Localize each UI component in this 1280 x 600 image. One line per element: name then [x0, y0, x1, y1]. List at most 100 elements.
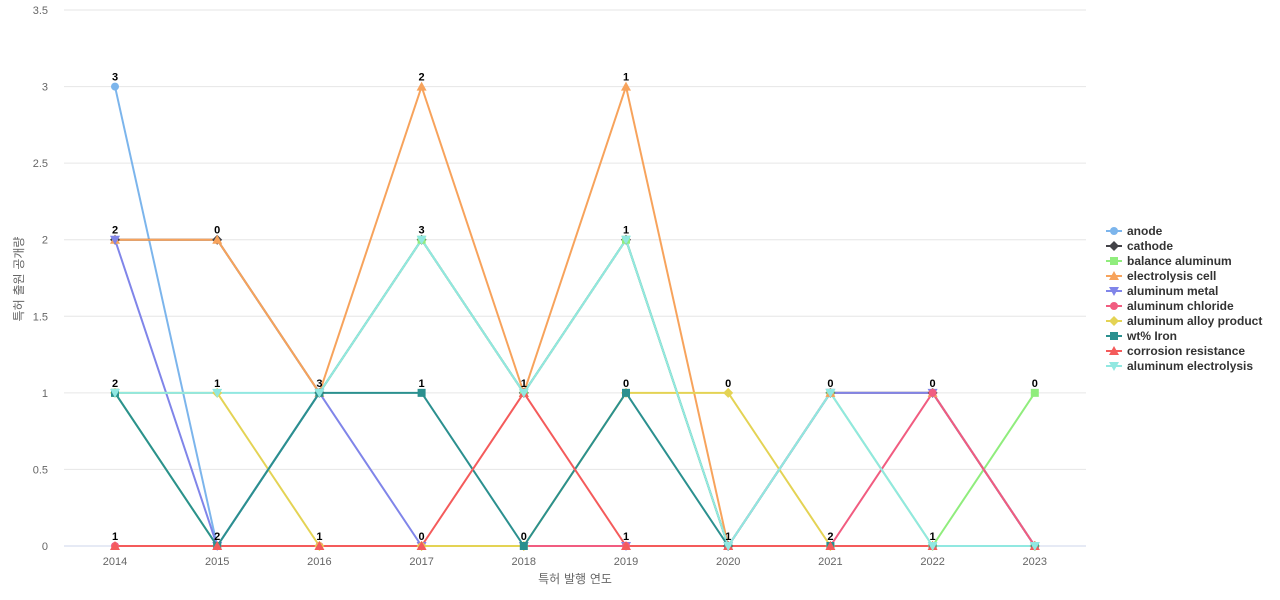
x-tick-label: 2016: [307, 556, 331, 568]
data-point[interactable]: [1030, 388, 1039, 397]
legend-item[interactable]: electrolysis cell: [1106, 269, 1216, 283]
y-tick-label: 1: [42, 388, 48, 400]
legend-item[interactable]: anode: [1106, 224, 1163, 238]
x-tick-label: 2023: [1023, 556, 1047, 568]
y-tick-label: 2.5: [33, 158, 48, 170]
legend-label: cathode: [1127, 239, 1173, 253]
x-axis-title: 특허 발행 연도: [538, 571, 612, 586]
legend-item[interactable]: balance aluminum: [1106, 254, 1232, 268]
x-tick-label: 2015: [205, 556, 229, 568]
series-line[interactable]: [115, 391, 1035, 547]
legend-item[interactable]: corrosion resistance: [1106, 344, 1245, 358]
data-label: 1: [623, 531, 629, 543]
data-label: 0: [214, 225, 220, 237]
data-point[interactable]: [621, 235, 631, 245]
data-label: 0: [827, 378, 833, 390]
legend-item[interactable]: aluminum alloy product: [1106, 314, 1262, 328]
data-label: 0: [725, 378, 731, 390]
data-point[interactable]: [825, 541, 836, 550]
data-label: 1: [623, 225, 629, 237]
x-tick-label: 2014: [103, 556, 127, 568]
data-point[interactable]: [110, 235, 120, 245]
data-point[interactable]: [417, 388, 426, 397]
data-point[interactable]: [928, 388, 937, 397]
legend-marker-icon: [1109, 287, 1119, 296]
data-label: 1: [725, 531, 731, 543]
data-label: 1: [521, 378, 527, 390]
legend-label: aluminum electrolysis: [1127, 359, 1253, 373]
data-point[interactable]: [723, 542, 734, 551]
legend-label: aluminum alloy product: [1127, 314, 1262, 328]
data-label: 0: [1032, 378, 1038, 390]
data-point[interactable]: [518, 388, 529, 398]
data-point[interactable]: [622, 388, 630, 397]
legend-label: electrolysis cell: [1127, 269, 1216, 283]
legend-marker-icon: [1109, 241, 1119, 251]
data-point[interactable]: [416, 235, 427, 245]
data-point[interactable]: [621, 541, 631, 550]
x-tick-label: 2017: [409, 556, 433, 568]
data-point[interactable]: [111, 82, 119, 91]
data-label: 0: [623, 378, 629, 390]
y-tick-label: 3: [42, 82, 48, 94]
data-point[interactable]: [212, 234, 223, 244]
data-label: 3: [112, 72, 118, 84]
data-point[interactable]: [212, 388, 223, 398]
data-label: 2: [112, 225, 118, 237]
y-tick-label: 3.5: [33, 5, 48, 17]
data-label: 1: [930, 531, 936, 543]
data-label: 1: [112, 531, 118, 543]
series-lines: [114, 85, 1036, 547]
x-tick-label: 2019: [614, 556, 638, 568]
y-tick-label: 1.5: [33, 311, 48, 323]
data-label: 0: [930, 378, 936, 390]
legend-label: aluminum metal: [1127, 284, 1218, 298]
data-label: 0: [521, 531, 527, 543]
series-line[interactable]: [115, 238, 1035, 547]
y-tick-label: 0: [42, 541, 48, 553]
data-label: 0: [419, 531, 425, 543]
legend-label: anode: [1127, 224, 1163, 238]
data-point[interactable]: [212, 541, 223, 550]
legend-marker-icon: [1109, 271, 1119, 280]
data-point[interactable]: [314, 541, 325, 550]
data-label: 2: [214, 531, 220, 543]
data-point[interactable]: [723, 387, 734, 398]
data-point[interactable]: [416, 541, 427, 550]
data-label: 2: [112, 378, 118, 390]
data-point[interactable]: [825, 388, 836, 398]
legend-marker-icon: [1109, 316, 1119, 326]
data-point[interactable]: [519, 542, 528, 550]
data-point[interactable]: [416, 81, 427, 91]
series-markers: [110, 81, 1040, 551]
data-point[interactable]: [1029, 542, 1040, 551]
data-label: 3: [419, 225, 425, 237]
x-tick-label: 2022: [920, 556, 944, 568]
data-labels: 3 2 2 1 0 1 2 3 1 2 3 1 0 1 0 1 1 0 1 0 1 0 2 0 1 0: [112, 72, 1038, 543]
y-tick-label: 0.5: [33, 464, 48, 476]
legend-label: aluminum chloride: [1127, 299, 1234, 313]
legend-item[interactable]: aluminum chloride: [1106, 299, 1234, 313]
legend-item[interactable]: aluminum metal: [1106, 284, 1218, 298]
legend-marker-icon: [1110, 302, 1118, 310]
legend-item[interactable]: cathode: [1106, 239, 1173, 253]
data-label: 1: [419, 378, 425, 390]
legend-item[interactable]: aluminum electrolysis: [1106, 359, 1253, 373]
legend-label: wt% Iron: [1126, 329, 1177, 343]
y-axis-title: 특허 출원 공개량: [12, 237, 26, 322]
x-tick-label: 2021: [818, 556, 842, 568]
data-label: 2: [419, 72, 425, 84]
gridlines: [64, 9, 1086, 547]
legend-marker-icon: [1109, 346, 1119, 355]
data-point[interactable]: [314, 388, 325, 398]
data-point[interactable]: [110, 388, 120, 398]
legend-marker-icon: [1109, 362, 1119, 371]
data-label: 3: [316, 378, 322, 390]
data-point[interactable]: [927, 542, 938, 551]
legend-item[interactable]: wt% Iron: [1106, 329, 1177, 343]
data-point[interactable]: [621, 81, 631, 91]
data-point[interactable]: [110, 541, 120, 550]
